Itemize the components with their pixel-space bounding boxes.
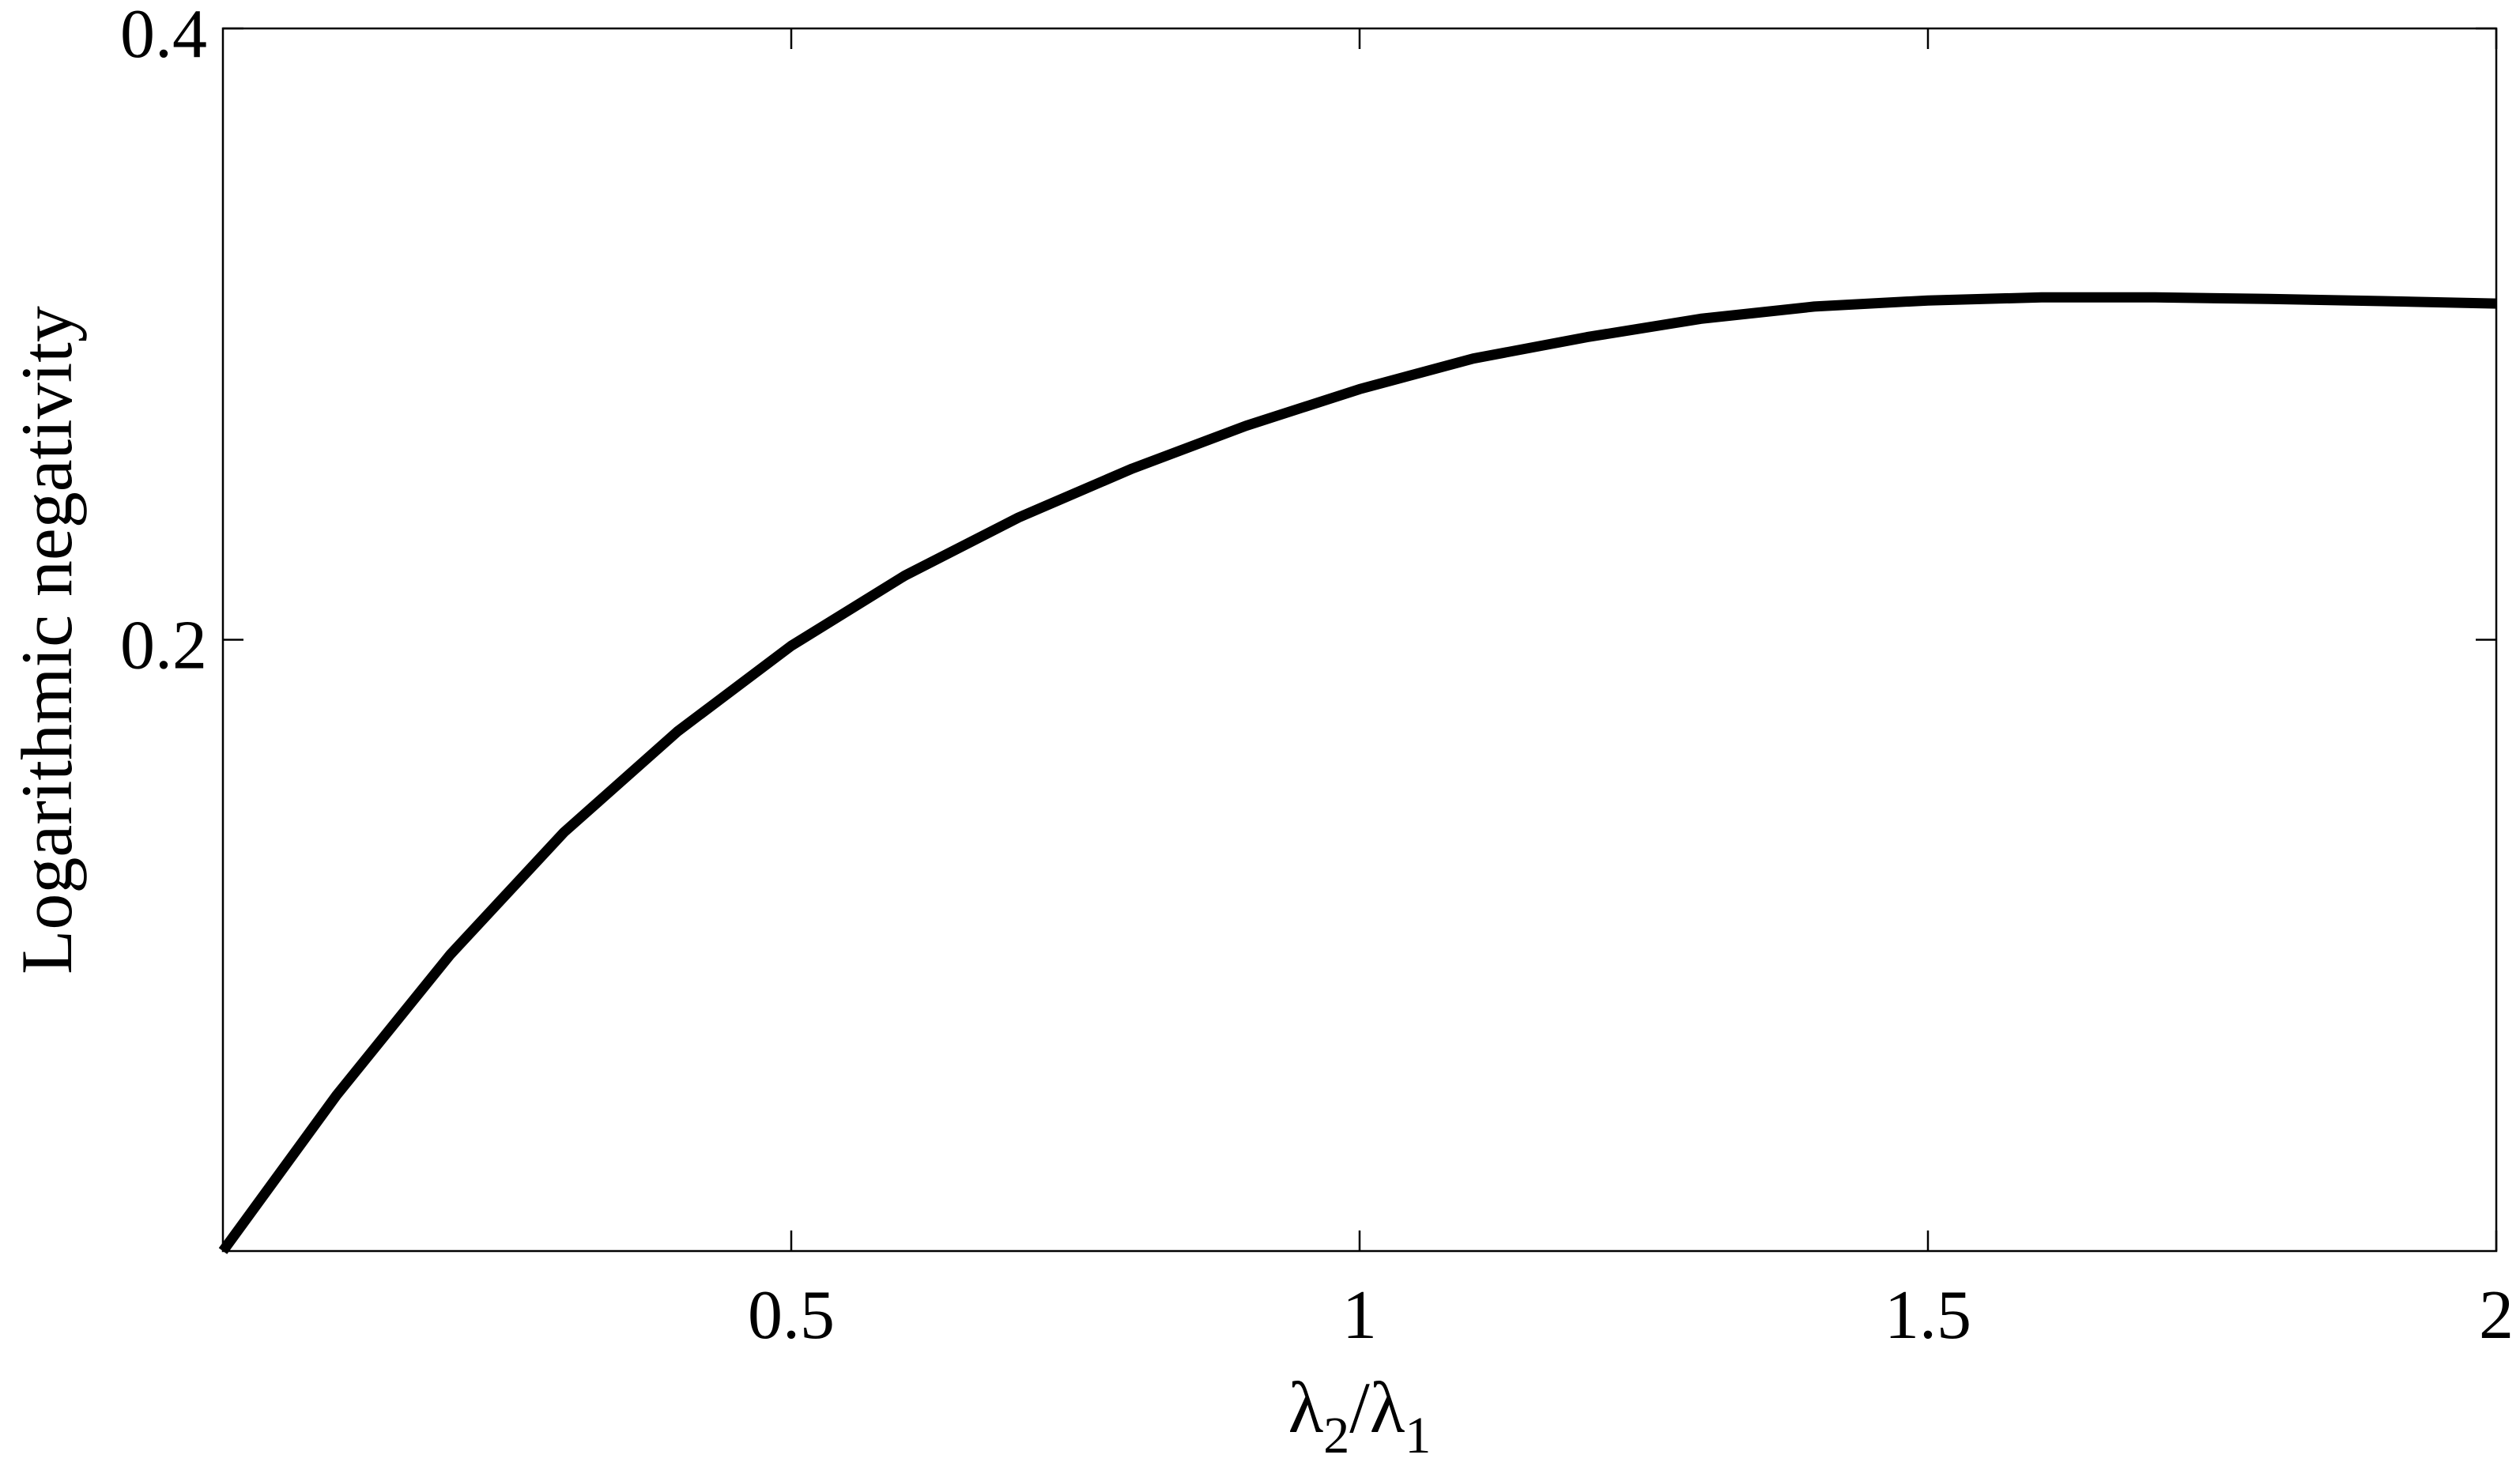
y-axis-label: Logarithmic negativity [6,306,87,974]
y-tick-label: 0.4 [120,0,207,73]
x-tick-label: 0.5 [748,1277,835,1354]
x-axis-label-sub2: 1 [1405,1407,1431,1464]
x-tick-label: 1.5 [1884,1277,1971,1354]
ticks-layer: 0.5 1 1.5 2 0.2 0.4 [120,0,2514,1354]
x-axis-label-symbol-2: λ [1370,1367,1405,1448]
x-axis-label: λ2/λ1 [1288,1367,1432,1464]
x-axis-label-sep: / [1349,1367,1370,1448]
x-axis-label-sub1: 2 [1323,1407,1349,1464]
x-tick-label: 1 [1342,1277,1377,1354]
y-tick-label: 0.2 [120,608,207,684]
x-axis-label-symbol: λ [1288,1367,1324,1448]
series-layer [218,292,2497,1254]
x-tick-label: 2 [2479,1277,2514,1354]
series-line [218,292,2497,1254]
plot-frame [221,27,2498,1253]
